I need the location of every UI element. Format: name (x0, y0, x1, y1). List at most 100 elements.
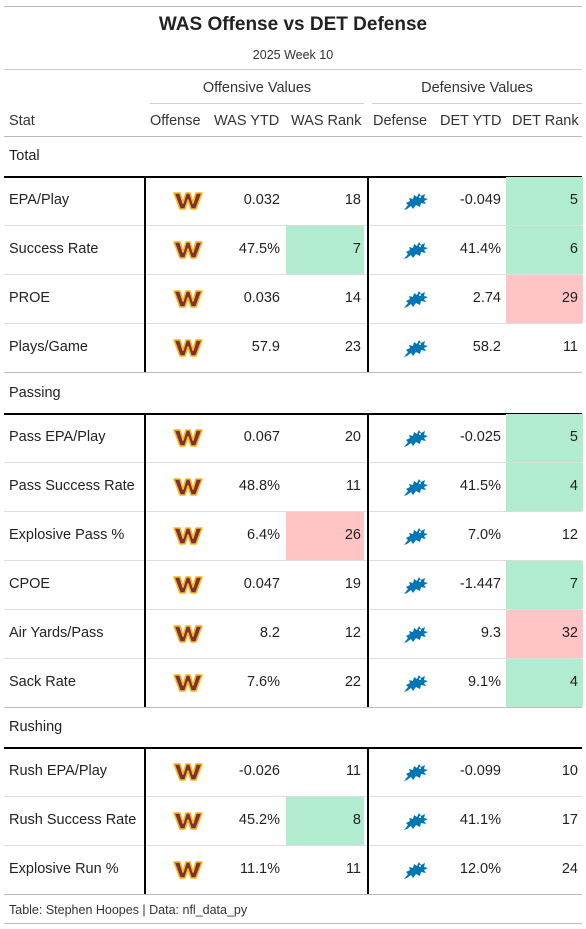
was-rank-value: 23 (344, 339, 361, 355)
det-ytd-value: -0.099 (459, 763, 501, 779)
det-rank-highlight (506, 463, 583, 511)
was-ytd-value: 0.036 (243, 290, 280, 306)
commanders-logo-icon (173, 476, 203, 498)
row-divider (4, 845, 582, 846)
section-bottom-border (4, 707, 582, 708)
det-rank-value: 17 (561, 812, 578, 828)
det-rank-value: 24 (561, 861, 578, 877)
lions-logo-icon (400, 623, 430, 645)
was-ytd-value: 0.067 (243, 429, 280, 445)
stat-label: Plays/Game (9, 339, 88, 355)
det-rank-value: 6 (569, 241, 578, 257)
was-ytd-value: 0.047 (243, 576, 280, 592)
lions-logo-icon (400, 476, 430, 498)
was-ytd-value: 7.6% (246, 674, 280, 690)
lions-logo-icon (400, 337, 430, 359)
commanders-logo-icon (173, 859, 203, 881)
defense-spanner-line (372, 103, 582, 104)
lions-logo-icon (400, 859, 430, 881)
was-ytd-value: 11.1% (239, 861, 280, 877)
col-header-was-rank: WAS Rank (291, 113, 362, 129)
was-ytd-value: 47.5% (238, 241, 280, 257)
stat-label: Rush Success Rate (9, 812, 137, 828)
commanders-logo-icon (173, 672, 203, 694)
was-rank-value: 22 (344, 674, 361, 690)
stat-label: EPA/Play (9, 192, 70, 208)
col-header-defense: Defense (373, 113, 428, 129)
row-divider (4, 796, 582, 797)
commanders-logo-icon (173, 810, 203, 832)
det-ytd-value: 41.1% (459, 812, 501, 828)
was-ytd-value: 0.032 (243, 192, 280, 208)
commanders-logo-icon (173, 623, 203, 645)
lions-logo-icon (400, 574, 430, 596)
heading-divider (4, 69, 582, 70)
was-rank-value: 18 (344, 192, 361, 208)
stat-label: Pass Success Rate (9, 478, 135, 494)
row-divider (4, 658, 582, 659)
stat-label: CPOE (9, 576, 51, 592)
det-ytd-value: -1.447 (459, 576, 501, 592)
det-rank-value: 32 (561, 625, 578, 641)
was-rank-value: 19 (344, 576, 361, 592)
stat-label: PROE (9, 290, 51, 306)
offense-group-border (144, 747, 146, 894)
section-label: Rushing (9, 719, 63, 735)
defense-group-border (367, 413, 369, 707)
det-ytd-value: 41.4% (459, 241, 501, 257)
row-divider (4, 609, 582, 610)
was-ytd-value: 45.2% (238, 812, 280, 828)
commanders-logo-icon (173, 525, 203, 547)
was-rank-highlight (286, 512, 364, 560)
det-rank-highlight (506, 414, 583, 462)
col-header-stat: Stat (9, 113, 35, 129)
det-rank-value: 5 (569, 192, 578, 208)
offense-spanner-line (150, 103, 364, 104)
defense-spanner: Defensive Values (421, 80, 533, 96)
det-ytd-value: 9.1% (467, 674, 501, 690)
lions-logo-icon (400, 239, 430, 261)
commanders-logo-icon (173, 574, 203, 596)
table-source-note: Table: Stephen Hoopes | Data: nfl_data_p… (9, 903, 248, 917)
table-subtitle: 2025 Week 10 (252, 48, 334, 62)
commanders-logo-icon (173, 239, 203, 261)
det-rank-highlight (506, 659, 583, 707)
commanders-logo-icon (173, 190, 203, 212)
col-header-was-ytd: WAS YTD (214, 113, 280, 129)
section-label: Passing (9, 385, 61, 401)
col-header-det-rank: DET Rank (512, 113, 579, 129)
was-ytd-value: 48.8% (238, 478, 280, 494)
section-top-border (4, 176, 582, 178)
stat-label: Explosive Run % (9, 861, 119, 877)
stat-label: Pass EPA/Play (9, 429, 106, 445)
stat-label: Sack Rate (9, 674, 76, 690)
was-ytd-value: 8.2 (259, 625, 280, 641)
lions-logo-icon (400, 810, 430, 832)
was-ytd-value: 6.4% (246, 527, 280, 543)
row-divider (4, 560, 582, 561)
row-divider (4, 511, 582, 512)
footer-divider (4, 894, 582, 895)
stat-label: Explosive Pass % (9, 527, 125, 543)
stat-label: Air Yards/Pass (9, 625, 104, 641)
det-ytd-value: 41.5% (459, 478, 501, 494)
det-rank-highlight (506, 561, 583, 609)
stat-label: Success Rate (9, 241, 99, 257)
section-bottom-border (4, 372, 582, 373)
lions-logo-icon (400, 427, 430, 449)
lions-logo-icon (400, 190, 430, 212)
was-rank-value: 20 (344, 429, 361, 445)
col-header-det-ytd: DET YTD (440, 113, 502, 129)
det-rank-highlight (506, 177, 583, 225)
det-rank-value: 29 (561, 290, 578, 306)
defense-group-border (367, 747, 369, 894)
header-bottom-border (4, 136, 582, 137)
det-ytd-value: -0.049 (459, 192, 501, 208)
was-rank-value: 11 (345, 763, 361, 779)
det-rank-value: 5 (569, 429, 578, 445)
offense-group-border (144, 413, 146, 707)
was-ytd-value: 57.9 (251, 339, 280, 355)
was-rank-value: 12 (344, 625, 361, 641)
det-rank-highlight (506, 275, 583, 323)
